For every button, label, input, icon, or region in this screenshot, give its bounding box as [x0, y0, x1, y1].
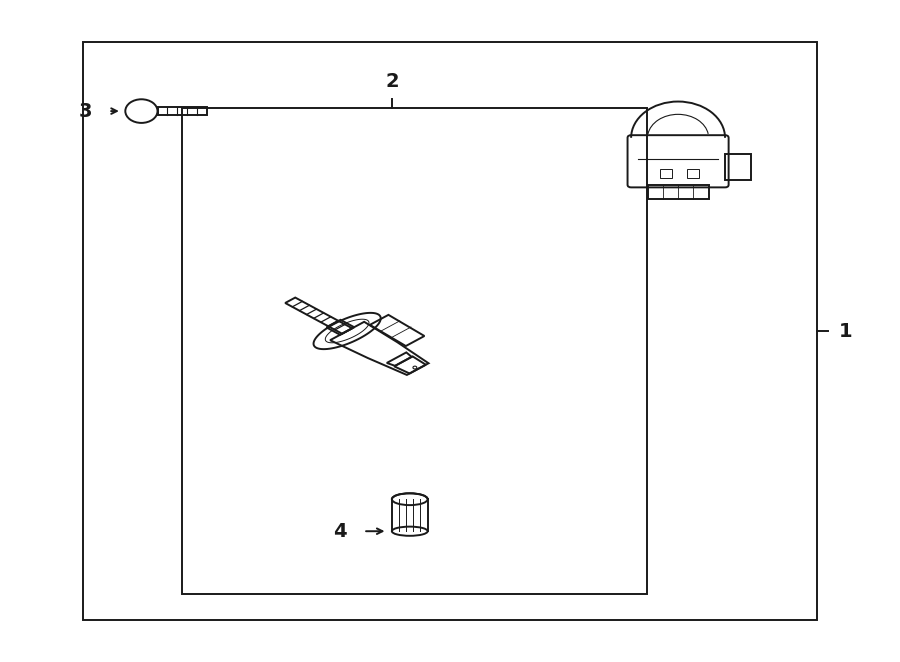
- Text: 3: 3: [78, 101, 92, 120]
- Bar: [648, 185, 708, 199]
- Text: 1: 1: [839, 322, 852, 340]
- Bar: [182, 108, 647, 594]
- Bar: [661, 169, 671, 177]
- Bar: [725, 154, 752, 180]
- Bar: [84, 42, 816, 620]
- Text: 4: 4: [334, 522, 347, 541]
- Text: 2: 2: [385, 72, 399, 91]
- Bar: [687, 169, 698, 177]
- Bar: [158, 107, 207, 115]
